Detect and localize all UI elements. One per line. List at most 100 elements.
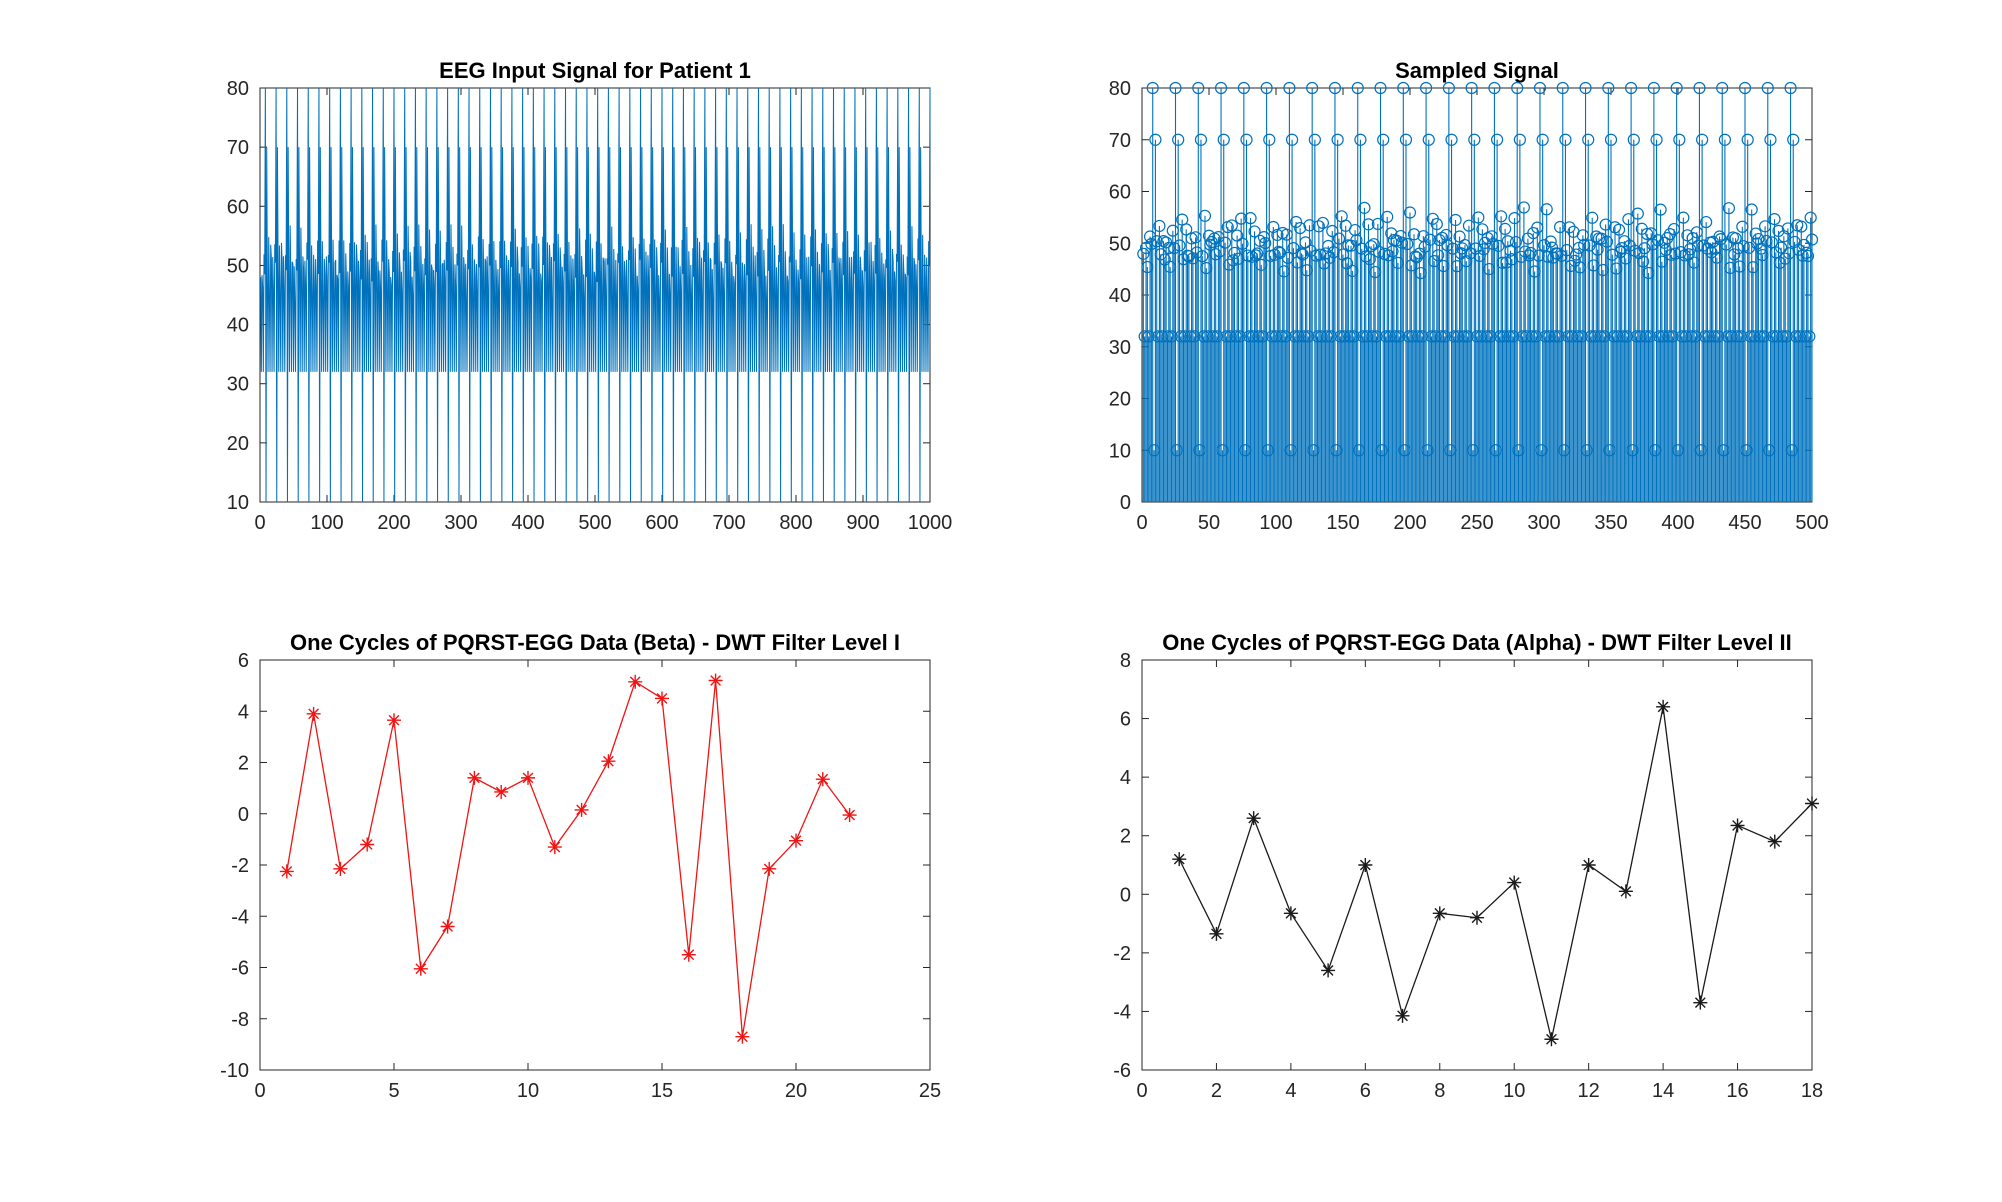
stem-circle-marker — [1641, 227, 1654, 241]
stem-circle-marker — [1627, 133, 1640, 146]
stem-circle-marker — [1563, 221, 1576, 234]
asterisk-marker — [1656, 699, 1671, 714]
stem-circle-marker — [1180, 223, 1193, 236]
x-tick-label: 700 — [712, 512, 745, 534]
stem-circle-marker — [1622, 213, 1635, 226]
stem-circle-marker — [1173, 239, 1186, 252]
stem-circle-marker — [1725, 330, 1738, 343]
stem-circle-marker — [1363, 253, 1376, 266]
stem-circle-marker — [1689, 330, 1702, 343]
stem-circle-marker — [1362, 218, 1375, 231]
stem-circle-marker — [1311, 330, 1324, 343]
stem-circle-marker — [1247, 330, 1260, 343]
y-tick-label: -4 — [231, 906, 249, 928]
stem-circle-marker — [1768, 212, 1781, 226]
stem-circle-marker — [1620, 330, 1634, 343]
stem-circle-marker — [1734, 330, 1748, 343]
stem-circle-marker — [1745, 203, 1758, 216]
stem-circle-marker — [1582, 133, 1595, 146]
stem-circle-marker — [1657, 330, 1670, 343]
stem-circle-marker — [1650, 133, 1663, 146]
y-tick-label: 30 — [1109, 337, 1131, 359]
stem-circle-marker — [1410, 251, 1423, 264]
stem-circle-marker — [1757, 330, 1770, 343]
stem-circle-marker — [1244, 212, 1257, 225]
stem-circle-marker — [1524, 246, 1537, 260]
y-tick-label: 6 — [1120, 709, 1131, 731]
stem-circle-marker — [1473, 249, 1486, 263]
stem-circle-marker — [1722, 202, 1736, 215]
stem-circle-marker — [1437, 259, 1450, 273]
stem-circle-marker — [1482, 262, 1496, 276]
stem-circle-marker — [1694, 444, 1707, 457]
stem-circle-marker — [1698, 330, 1711, 343]
stem-circle-marker — [1666, 330, 1679, 343]
stem-circle-marker — [1756, 248, 1769, 262]
stem-circle-marker — [1575, 330, 1588, 343]
y-tick-label: 0 — [238, 804, 249, 826]
stem-circle-marker — [1225, 219, 1238, 232]
x-tick-label: 400 — [511, 512, 544, 534]
stem-circle-marker — [1787, 133, 1800, 146]
stem-circle-marker — [1174, 330, 1187, 343]
stem-circle-marker — [1371, 217, 1384, 231]
stem-circle-marker — [1653, 330, 1666, 343]
stem-circle-marker — [1708, 330, 1721, 343]
y-tick-label: 4 — [238, 701, 249, 723]
x-tick-label: 25 — [919, 1080, 941, 1102]
stem-circle-marker — [1516, 330, 1529, 343]
stem-circle-marker — [1557, 444, 1571, 457]
stem-circle-marker — [1637, 255, 1650, 268]
y-tick-label: -4 — [1113, 1001, 1131, 1023]
plot-title: Sampled Signal — [1395, 58, 1559, 83]
stem-circle-marker — [1153, 219, 1166, 233]
y-tick-label: 20 — [1109, 389, 1131, 411]
x-tick-label: 15 — [651, 1080, 673, 1102]
stem-circle-marker — [1275, 330, 1288, 343]
stem-circle-marker — [1444, 444, 1457, 457]
stem-circle-marker — [1189, 231, 1202, 244]
stem-circle-marker — [1606, 248, 1619, 261]
stem-circle-marker — [1407, 228, 1421, 241]
y-tick-label: 60 — [227, 196, 249, 218]
stem-circle-marker — [1611, 330, 1624, 343]
stem-circle-marker — [1307, 444, 1320, 457]
asterisk-marker — [1730, 818, 1745, 833]
stem-circle-marker — [1354, 133, 1367, 146]
stem-circle-marker — [1540, 203, 1553, 216]
stem-circle-marker — [1610, 262, 1623, 275]
stem-circle-marker — [1784, 81, 1797, 95]
stem-circle-marker — [1292, 330, 1305, 343]
stem-circle-marker — [1253, 234, 1267, 247]
stem-circle-marker — [1268, 248, 1281, 261]
stem-circle-marker — [1486, 237, 1500, 251]
stem-circle-marker — [1590, 230, 1603, 243]
stem-circle-marker — [1374, 81, 1387, 95]
stem-circle-marker — [1294, 221, 1307, 235]
stem-circle-marker — [1359, 250, 1372, 263]
stem-circle-marker — [1196, 250, 1209, 263]
stem-circle-marker — [1457, 330, 1470, 343]
stem-circle-marker — [1272, 245, 1285, 258]
stem-circle-marker — [1480, 330, 1493, 343]
stem-circle-marker — [1142, 330, 1155, 343]
stem-circle-marker — [1529, 330, 1543, 343]
stem-circle-marker — [1718, 133, 1732, 146]
stem-circle-marker — [1256, 330, 1269, 343]
stem-circle-marker — [1449, 213, 1462, 227]
stem-circle-marker — [1425, 330, 1438, 343]
y-tick-label: 30 — [227, 374, 249, 396]
stem-circle-marker — [1269, 330, 1283, 343]
stem-circle-marker — [1535, 444, 1548, 457]
stem-circle-marker — [1300, 264, 1313, 277]
axes-box — [1141, 659, 1813, 1071]
stem-circle-marker — [1370, 330, 1383, 343]
asterisk-marker — [1581, 858, 1596, 872]
stem-circle-marker — [1283, 81, 1296, 95]
stem-circle-marker — [1284, 444, 1297, 457]
stem-circle-marker — [1654, 203, 1667, 216]
stem-circle-marker — [1776, 330, 1789, 343]
stem-circle-marker — [1327, 246, 1340, 259]
asterisk-marker — [681, 947, 696, 962]
